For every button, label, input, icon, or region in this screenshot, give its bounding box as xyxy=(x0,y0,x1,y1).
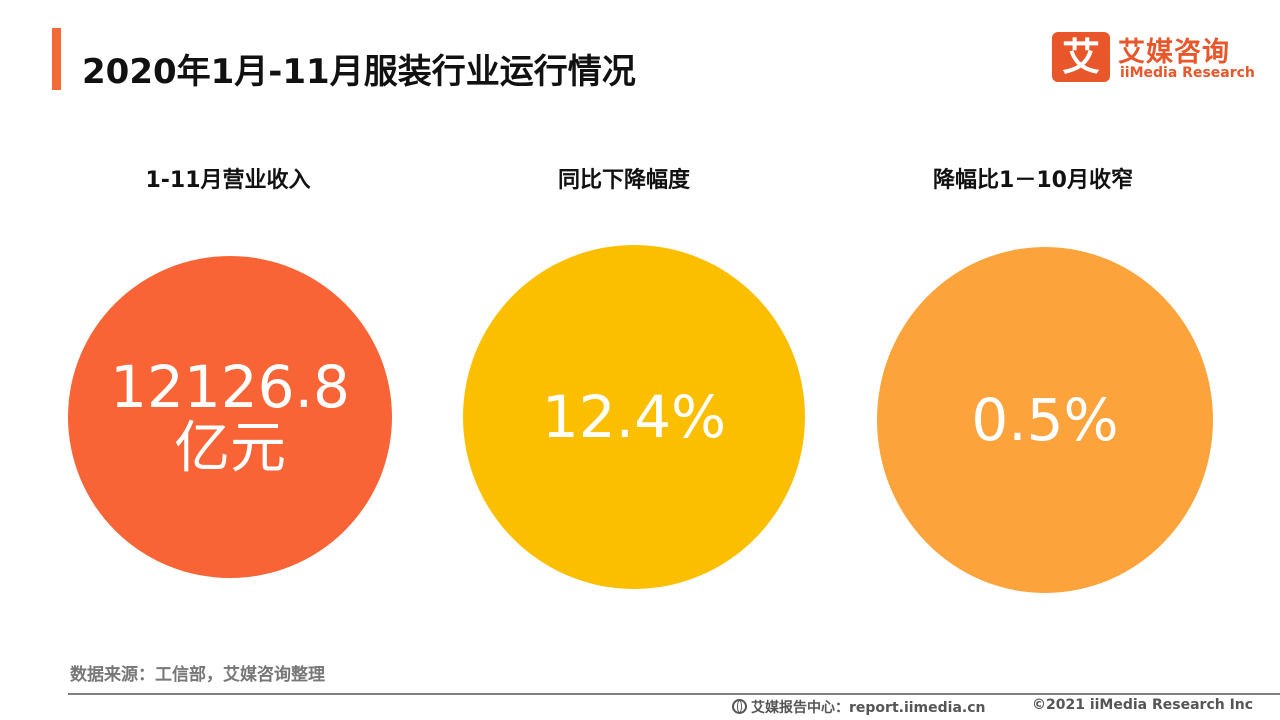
metric-circle-revenue: 12126.8 亿元 xyxy=(68,256,392,578)
metric-unit-revenue: 亿元 xyxy=(174,416,286,481)
metric-value-decline-narrowed: 0.5% xyxy=(971,386,1119,454)
metric-value-yoy-decline: 12.4% xyxy=(541,383,727,451)
footer-copyright: ©2021 iiMedia Research Inc xyxy=(1032,697,1254,713)
page-title: 2020年1月-11月服装行业运行情况 xyxy=(82,52,636,92)
footer-report-center: 艾媒报告中心：report.iimedia.cn xyxy=(732,697,986,717)
footer-divider xyxy=(68,693,1280,695)
metric-circle-yoy-decline: 12.4% xyxy=(463,245,805,589)
data-source: 数据来源：工信部，艾媒咨询整理 xyxy=(70,665,325,685)
brand-logo: 艾 艾媒咨询 iiMedia Research xyxy=(1052,32,1262,84)
metric-label-yoy-decline: 同比下降幅度 xyxy=(557,168,691,193)
logo-mark-icon: 艾 xyxy=(1052,32,1110,82)
logo-name-cn: 艾媒咨询 xyxy=(1118,37,1230,68)
metric-value-revenue: 12126.8 xyxy=(110,353,350,421)
metric-label-revenue: 1-11月营业收入 xyxy=(145,168,311,193)
metric-circle-decline-narrowed: 0.5% xyxy=(877,247,1213,593)
metric-label-decline-narrowed: 降幅比1－10月收窄 xyxy=(933,168,1133,193)
globe-icon xyxy=(732,699,747,714)
footer-report-center-text: 艾媒报告中心：report.iimedia.cn xyxy=(751,700,986,716)
title-accent-bar xyxy=(52,28,61,90)
logo-name-en: iiMedia Research xyxy=(1120,65,1255,81)
